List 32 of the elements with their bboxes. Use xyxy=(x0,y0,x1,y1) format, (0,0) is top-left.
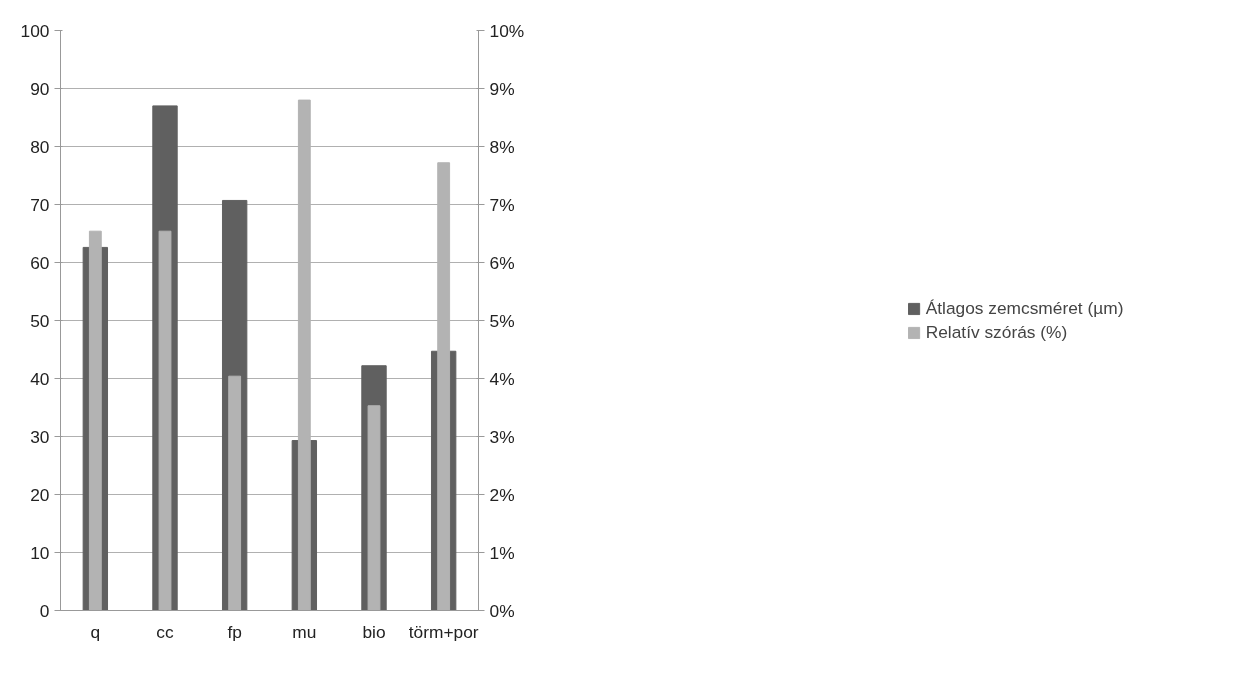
bar xyxy=(228,375,242,611)
y2-tick-label: 3% xyxy=(489,426,515,447)
y-tick-label: 60 xyxy=(30,252,50,273)
y2-tick-label: 2% xyxy=(489,484,515,505)
y2-tick-label: 8% xyxy=(489,136,515,157)
y-tick-label: 70 xyxy=(30,194,50,215)
bar xyxy=(158,230,172,611)
y-tick-label: 50 xyxy=(30,310,50,331)
y-tick-label: 0 xyxy=(39,600,50,621)
legend-label: Relatív szórás (%) xyxy=(925,321,1068,343)
y-tick-label: 100 xyxy=(20,20,50,41)
legend-label: Átlagos zemcsméret (µm) xyxy=(925,297,1124,319)
y2-tick-label: 10% xyxy=(489,20,525,41)
y-tick-label: 40 xyxy=(30,368,50,389)
x-tick-label: cc xyxy=(156,621,174,642)
y-tick-label: 90 xyxy=(30,78,50,99)
x-tick-label: q xyxy=(90,621,101,642)
y-tick-label: 80 xyxy=(30,136,50,157)
x-tick-label: mu xyxy=(292,621,317,642)
y2-tick-label: 1% xyxy=(489,542,515,563)
y2-tick-label: 6% xyxy=(489,252,515,273)
y2-tick-label: 5% xyxy=(489,310,515,331)
y-tick-label: 10 xyxy=(30,542,50,563)
x-tick-label: fp xyxy=(227,621,242,642)
y2-tick-label: 7% xyxy=(489,194,515,215)
y-tick-label: 30 xyxy=(30,426,50,447)
x-tick-label: bio xyxy=(362,621,386,642)
y2-tick-label: 9% xyxy=(489,78,515,99)
y-tick-label: 20 xyxy=(30,484,50,505)
x-tick-label: törm+por xyxy=(408,621,479,642)
y2-tick-label: 0% xyxy=(489,600,515,621)
y2-tick-label: 4% xyxy=(489,368,515,389)
